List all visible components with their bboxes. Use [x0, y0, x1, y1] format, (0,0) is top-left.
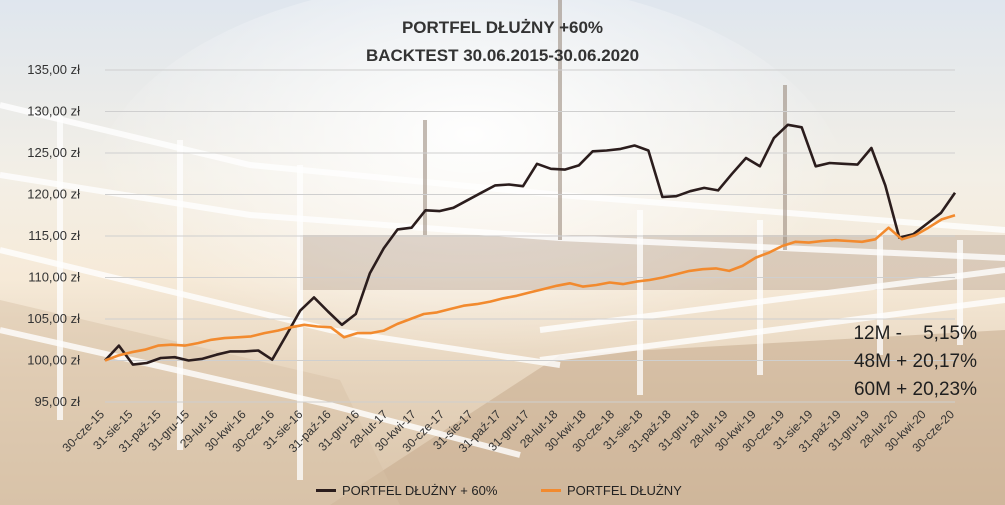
stat-60m: 60M + 20,23%: [853, 379, 977, 400]
legend-label: PORTFEL DŁUŻNY: [567, 483, 682, 498]
y-tick-label: 95,00 zł: [34, 394, 80, 409]
y-tick-label: 125,00 zł: [27, 145, 80, 160]
y-tick-label: 120,00 zł: [27, 187, 80, 202]
y-tick-label: 105,00 zł: [27, 311, 80, 326]
y-tick-label: 130,00 zł: [27, 104, 80, 119]
legend-swatch: [541, 489, 561, 492]
stat-12m: 12M - 5,15%: [853, 323, 977, 344]
chart-subtitle: BACKTEST 30.06.2015-30.06.2020: [365, 46, 640, 65]
legend-swatch: [316, 489, 336, 492]
chart-title: PORTFEL DŁUŻNY +60%: [401, 18, 604, 37]
y-tick-label: 115,00 zł: [28, 228, 80, 243]
y-tick-label: 100,00 zł: [27, 353, 80, 368]
legend-item-series-1: PORTFEL DŁUŻNY + 60%: [316, 483, 497, 498]
y-tick-label: 135,00 zł: [27, 62, 80, 77]
series-line-1: [104, 123, 957, 366]
series-line-2: [104, 214, 956, 362]
legend-item-series-2: PORTFEL DŁUŻNY: [541, 483, 682, 498]
stat-48m: 48M + 20,17%: [853, 351, 977, 372]
legend-label: PORTFEL DŁUŻNY + 60%: [342, 483, 498, 498]
y-tick-label: 110,00 zł: [28, 270, 80, 285]
